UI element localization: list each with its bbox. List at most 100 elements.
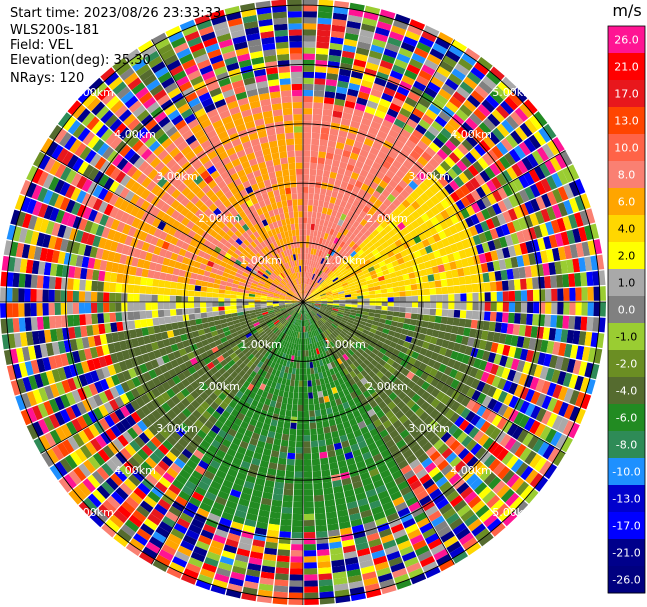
velocity-bin bbox=[297, 331, 300, 339]
velocity-bin bbox=[285, 341, 290, 349]
velocity-bin bbox=[382, 474, 394, 485]
velocity-bin bbox=[303, 483, 313, 490]
velocity-bin bbox=[359, 252, 367, 259]
velocity-bin bbox=[50, 329, 58, 342]
velocity-bin bbox=[285, 321, 290, 328]
velocity-bin bbox=[502, 291, 509, 302]
velocity-bin bbox=[385, 134, 397, 145]
velocity-bin bbox=[153, 448, 166, 460]
velocity-bin bbox=[157, 417, 168, 428]
velocity-bin bbox=[440, 144, 453, 156]
velocity-bin bbox=[266, 303, 273, 306]
velocity-bin bbox=[222, 326, 230, 333]
velocity-bin bbox=[251, 545, 265, 554]
velocity-bin bbox=[178, 327, 186, 335]
velocity-bin bbox=[463, 266, 471, 276]
velocity-bin bbox=[304, 307, 307, 314]
velocity-bin bbox=[305, 253, 308, 260]
velocity-bin bbox=[303, 477, 313, 484]
velocity-bin bbox=[243, 268, 251, 275]
velocity-bin bbox=[215, 274, 223, 280]
velocity-bin bbox=[408, 324, 416, 332]
velocity-bin bbox=[543, 123, 557, 140]
velocity-bin bbox=[120, 381, 131, 393]
velocity-bin bbox=[230, 305, 237, 310]
velocity-bin bbox=[440, 394, 451, 405]
velocity-bin bbox=[335, 372, 342, 380]
velocity-bin bbox=[552, 399, 564, 415]
velocity-bin bbox=[466, 387, 476, 399]
velocity-bin bbox=[251, 282, 258, 287]
velocity-bin bbox=[56, 328, 64, 341]
velocity-bin bbox=[453, 443, 466, 456]
velocity-bin bbox=[353, 265, 361, 272]
velocity-bin bbox=[305, 320, 307, 327]
velocity-bin bbox=[308, 398, 314, 405]
velocity-bin bbox=[376, 216, 385, 225]
velocity-bin bbox=[501, 420, 513, 434]
velocity-bin bbox=[502, 210, 512, 223]
velocity-bin bbox=[408, 413, 419, 424]
velocity-bin bbox=[206, 361, 215, 370]
velocity-bin bbox=[238, 498, 250, 507]
velocity-bin bbox=[339, 161, 348, 170]
velocity-bin bbox=[224, 306, 231, 311]
velocity-bin bbox=[212, 579, 228, 589]
velocity-bin bbox=[402, 395, 412, 405]
velocity-bin bbox=[257, 282, 265, 287]
velocity-bin bbox=[273, 388, 280, 396]
velocity-bin bbox=[329, 264, 336, 271]
velocity-bin bbox=[360, 377, 368, 386]
velocity-bin bbox=[574, 375, 584, 391]
velocity-bin bbox=[297, 417, 303, 424]
velocity-bin bbox=[339, 68, 352, 77]
velocity-bin bbox=[312, 274, 317, 281]
velocity-bin bbox=[459, 104, 473, 117]
velocity-bin bbox=[210, 267, 218, 274]
velocity-bin bbox=[211, 439, 222, 449]
velocity-bin bbox=[323, 314, 330, 319]
velocity-bin bbox=[45, 370, 56, 385]
velocity-bin bbox=[343, 344, 351, 352]
velocity-bin bbox=[24, 288, 31, 302]
velocity-bin bbox=[286, 329, 291, 336]
velocity-bin bbox=[101, 249, 110, 261]
velocity-bin bbox=[356, 380, 364, 389]
velocity-bin bbox=[293, 331, 297, 338]
velocity-bin bbox=[528, 338, 537, 351]
velocity-bin bbox=[567, 164, 580, 181]
velocity-bin bbox=[439, 220, 449, 230]
velocity-bin bbox=[480, 420, 491, 433]
velocity-bin bbox=[67, 436, 80, 451]
velocity-bin bbox=[292, 337, 296, 344]
velocity-bin bbox=[425, 146, 437, 158]
velocity-bin bbox=[202, 523, 217, 534]
velocity-bin bbox=[332, 184, 340, 193]
velocity-bin bbox=[307, 285, 311, 291]
velocity-bin bbox=[371, 259, 379, 266]
velocity-bin bbox=[193, 546, 208, 557]
velocity-bin bbox=[133, 487, 147, 500]
velocity-bin bbox=[176, 315, 184, 322]
velocity-bin bbox=[327, 375, 334, 383]
velocity-bin bbox=[318, 573, 333, 581]
velocity-bin bbox=[291, 330, 296, 338]
velocity-bin bbox=[121, 349, 131, 361]
velocity-bin bbox=[336, 271, 343, 277]
velocity-bin bbox=[291, 373, 296, 381]
velocity-bin bbox=[158, 248, 167, 258]
velocity-bin bbox=[428, 103, 442, 116]
velocity-bin bbox=[266, 296, 274, 299]
velocity-bin bbox=[129, 440, 141, 452]
velocity-bin bbox=[497, 390, 508, 403]
velocity-bin bbox=[145, 541, 161, 554]
velocity-bin bbox=[520, 485, 534, 500]
velocity-bin bbox=[335, 336, 342, 343]
velocity-bin bbox=[323, 164, 332, 172]
velocity-bin bbox=[545, 428, 557, 444]
velocity-bin bbox=[306, 325, 310, 332]
velocity-bin bbox=[338, 293, 345, 297]
velocity-bin bbox=[280, 519, 292, 526]
velocity-bin bbox=[177, 437, 189, 448]
velocity-bin bbox=[89, 246, 98, 258]
